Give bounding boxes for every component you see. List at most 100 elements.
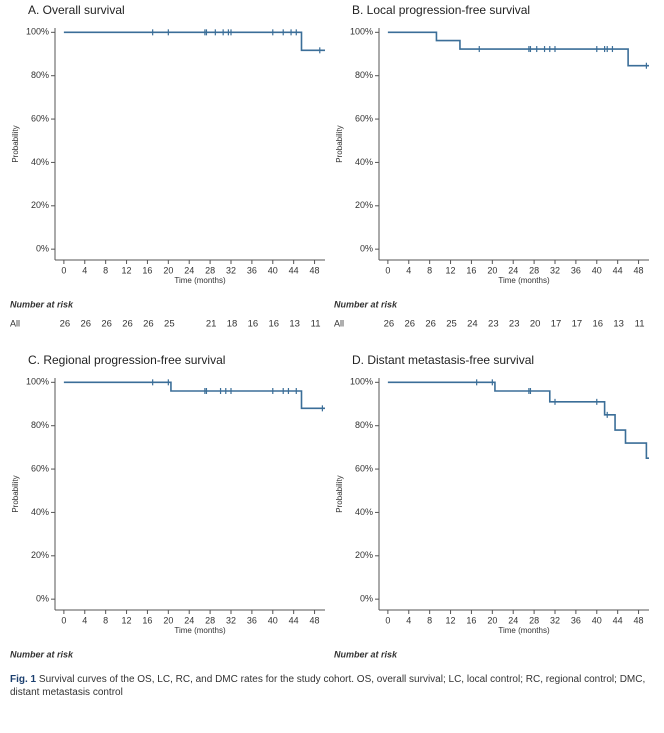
x-tick-label: 12 (446, 615, 456, 625)
risk-value: 16 (592, 669, 603, 670)
x-tick-label: 40 (592, 265, 602, 275)
risk-value: 26 (143, 669, 154, 670)
caption-text: Survival curves of the OS, LC, RC, and D… (10, 674, 646, 698)
risk-value: 26 (101, 319, 112, 330)
x-tick-label: 36 (571, 265, 581, 275)
risk-value: 17 (551, 319, 562, 330)
risk-value: 21 (206, 319, 217, 330)
y-tick-label: 80% (31, 70, 49, 80)
x-tick-label: 44 (289, 615, 299, 625)
y-axis-label: Probability (11, 125, 20, 162)
y-tick-label: 100% (350, 377, 373, 387)
risk-value: 25 (446, 319, 457, 330)
risk-value: 17 (572, 319, 583, 330)
x-tick-label: 12 (446, 265, 456, 275)
y-tick-label: 60% (31, 463, 49, 473)
y-axis-label: Probability (11, 475, 20, 512)
risk-value: 26 (467, 669, 478, 670)
y-tick-label: 60% (31, 113, 49, 123)
x-tick-label: 16 (466, 615, 476, 625)
x-tick-label: 44 (613, 615, 623, 625)
x-axis-label: Time (months) (498, 626, 550, 635)
y-tick-label: 100% (26, 27, 49, 37)
x-tick-label: 12 (122, 615, 132, 625)
survival-curve (63, 31, 325, 52)
x-tick-label: 16 (142, 265, 152, 275)
x-tick-label: 4 (406, 615, 411, 625)
risk-value: 20 (206, 669, 217, 670)
risk-value: 18 (572, 669, 583, 670)
y-tick-label: 0% (360, 594, 373, 604)
x-axis-label: Time (months) (174, 276, 226, 285)
caption: Fig. 1 Survival curves of the OS, LC, RC… (10, 673, 655, 699)
y-tick-label: 100% (350, 27, 373, 37)
risk-value: 26 (425, 319, 436, 330)
risk-value: 16 (248, 319, 259, 330)
x-tick-label: 48 (310, 615, 320, 625)
caption-label: Fig. 1 (10, 674, 37, 685)
risk-value: 13 (289, 319, 300, 330)
survival-curve (63, 381, 325, 410)
x-axis-label: Time (months) (174, 626, 226, 635)
risk-value: 11 (635, 669, 645, 670)
x-tick-label: 16 (466, 265, 476, 275)
y-tick-label: 0% (36, 594, 49, 604)
x-tick-label: 32 (226, 265, 236, 275)
y-tick-label: 80% (31, 420, 49, 430)
chart-title: A. Overall survival (28, 3, 125, 17)
risk-value: 13 (289, 669, 300, 670)
x-tick-label: 44 (289, 265, 299, 275)
risk-value: 26 (122, 669, 133, 670)
risk-value: 26 (425, 669, 436, 670)
x-tick-label: 16 (142, 615, 152, 625)
y-tick-label: 60% (355, 113, 373, 123)
risk-value: 16 (268, 669, 279, 670)
x-tick-label: 40 (268, 265, 278, 275)
risk-value: 26 (80, 319, 91, 330)
y-tick-label: 60% (355, 463, 373, 473)
x-tick-label: 8 (427, 615, 432, 625)
risk-group: All (334, 668, 344, 670)
x-tick-label: 8 (103, 615, 108, 625)
risk-value: 26 (446, 669, 457, 670)
y-axis-label: Probability (335, 475, 344, 512)
y-tick-label: 40% (355, 507, 373, 517)
risk-value: 26 (60, 669, 71, 670)
risk-value: 18 (227, 669, 238, 670)
x-tick-label: 20 (163, 615, 173, 625)
risk-group: All (334, 318, 344, 328)
risk-group: All (10, 318, 20, 328)
y-tick-label: 0% (360, 244, 373, 254)
y-tick-label: 20% (31, 550, 49, 560)
risk-value: 11 (311, 319, 321, 330)
x-tick-label: 28 (529, 615, 539, 625)
risk-value: 26 (384, 319, 395, 330)
x-tick-label: 32 (550, 615, 560, 625)
x-tick-label: 0 (385, 265, 390, 275)
risk-value: 25 (509, 669, 520, 670)
risk-group: All (10, 668, 20, 670)
survival-curve (387, 31, 649, 67)
risk-value: 26 (80, 669, 91, 670)
y-tick-label: 40% (31, 507, 49, 517)
risk-value: 11 (635, 319, 645, 330)
x-tick-label: 28 (205, 265, 215, 275)
risk-value: 13 (613, 669, 624, 670)
x-tick-label: 4 (82, 615, 87, 625)
y-tick-label: 80% (355, 70, 373, 80)
y-tick-label: 20% (31, 200, 49, 210)
risk-value: 20 (530, 319, 541, 330)
risk-value: 11 (311, 669, 321, 670)
x-tick-label: 36 (571, 615, 581, 625)
x-tick-label: 36 (247, 615, 257, 625)
x-tick-label: 4 (82, 265, 87, 275)
x-tick-label: 0 (61, 615, 66, 625)
risk-value: 26 (384, 669, 395, 670)
risk-value: 26 (122, 319, 133, 330)
risk-value: 26 (404, 319, 415, 330)
x-tick-label: 28 (205, 615, 215, 625)
risk-value: 23 (488, 319, 499, 330)
risk-value: 25 (164, 319, 175, 330)
y-tick-label: 20% (355, 550, 373, 560)
